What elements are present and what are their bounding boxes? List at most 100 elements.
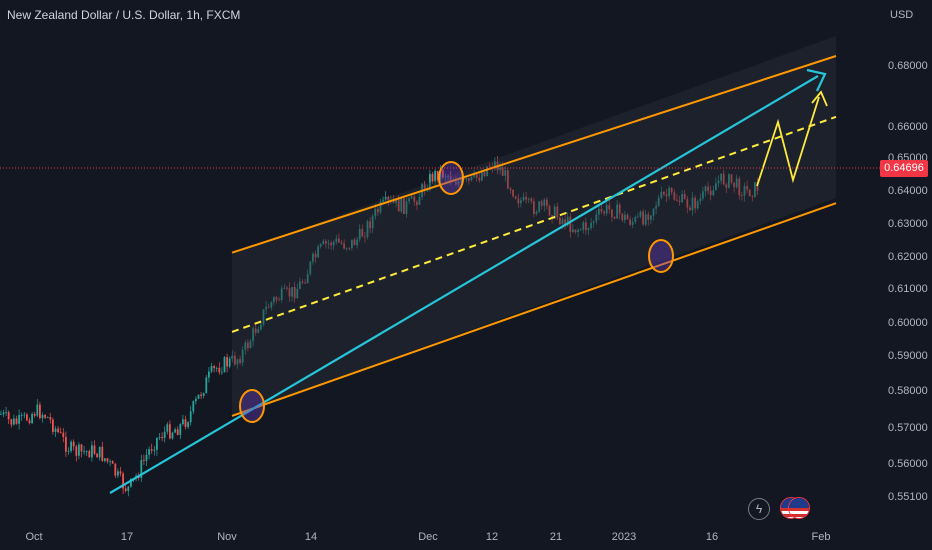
candle-body <box>54 428 57 432</box>
candle-body <box>501 167 504 176</box>
candle-body <box>395 199 397 203</box>
candle-body <box>569 216 572 232</box>
candle-body <box>507 170 509 189</box>
pivot-highlight-circle <box>239 389 265 423</box>
candle-body <box>291 287 293 297</box>
candle-body <box>358 229 361 240</box>
channel-midline <box>231 115 837 333</box>
candle-body <box>673 192 676 200</box>
candle-body <box>278 299 280 301</box>
candle-body <box>171 432 174 439</box>
candle-body <box>735 178 738 188</box>
candle-body <box>681 193 683 203</box>
chart-title: New Zealand Dollar / U.S. Dollar, 1h, FX… <box>7 8 241 22</box>
candle-body <box>176 429 179 435</box>
candle-body <box>439 170 442 181</box>
candle-body <box>621 213 624 221</box>
candle-body <box>374 208 377 217</box>
candle-body <box>166 424 169 432</box>
candle-body <box>486 166 488 176</box>
candle-body <box>605 205 608 214</box>
candle-body <box>239 359 241 363</box>
candle-body <box>49 417 52 420</box>
candle-body <box>59 432 62 433</box>
candle-body <box>470 176 473 181</box>
candle-body <box>364 236 366 238</box>
candle-body <box>67 451 70 452</box>
candle-body <box>733 182 735 188</box>
candle-body <box>327 242 330 244</box>
price-axis-tick: 0.61000 <box>888 283 928 295</box>
candle-body <box>465 178 468 180</box>
candle-body <box>709 190 712 196</box>
price-axis-tick: 0.68000 <box>888 60 928 72</box>
candle-body <box>13 418 15 425</box>
projection-arrowhead <box>811 90 828 107</box>
candle-body <box>101 446 104 461</box>
candle-body <box>88 450 91 458</box>
candle-body <box>296 288 299 299</box>
candle-body <box>312 253 314 262</box>
candle-body <box>187 422 189 428</box>
candle-body <box>158 436 161 438</box>
candle-body <box>270 302 273 308</box>
candle-body <box>119 471 122 474</box>
candle-body <box>634 216 637 222</box>
candle-body <box>405 201 408 214</box>
candle-body <box>647 214 650 220</box>
candle-body <box>592 221 595 223</box>
candle-body <box>631 221 634 225</box>
price-axis[interactable]: 0.680000.660000.650000.640000.630000.620… <box>888 60 928 503</box>
candle-body <box>148 449 150 455</box>
candle-body <box>122 473 124 489</box>
candle-body <box>283 287 286 289</box>
candle-body <box>613 217 616 219</box>
candle-body <box>78 444 80 456</box>
candle-body <box>637 216 639 218</box>
candle-body <box>535 211 538 215</box>
candle-body <box>106 458 109 462</box>
candle-body <box>400 198 403 212</box>
candle-body <box>699 198 702 202</box>
candle-body <box>410 196 413 199</box>
lightning-icon[interactable]: ϟ <box>748 498 770 520</box>
candle-body <box>234 355 236 365</box>
candle-body <box>418 197 421 205</box>
candle-body <box>70 441 72 452</box>
candle-body <box>397 199 400 212</box>
price-axis-tick: 0.66000 <box>888 121 928 133</box>
candle-body <box>746 186 748 190</box>
time-axis-tick: 17 <box>121 531 133 543</box>
candle-body <box>322 240 325 245</box>
candle-body <box>369 221 371 229</box>
candle-body <box>748 189 751 197</box>
economic-events-icon[interactable] <box>780 497 810 519</box>
candle-body <box>338 238 340 243</box>
candle-body <box>332 241 335 246</box>
candle-body <box>111 461 114 464</box>
candle-body <box>319 244 322 247</box>
candle-body <box>10 419 13 425</box>
candle-body <box>5 412 7 413</box>
candle-body <box>686 198 689 208</box>
candle-body <box>743 186 746 196</box>
candle-body <box>31 413 33 424</box>
candle-body <box>179 424 182 435</box>
candle-body <box>62 432 65 438</box>
candle-body <box>231 355 234 359</box>
drawing-overlays <box>109 55 837 494</box>
candle-body <box>345 247 348 249</box>
candle-body <box>751 196 754 198</box>
candle-body <box>572 229 574 232</box>
candle-body <box>741 195 743 197</box>
candle-body <box>262 309 265 325</box>
candle-body <box>98 446 101 458</box>
channel-upper-line <box>231 55 837 254</box>
time-axis[interactable]: Oct 17 Nov 14 Dec 12 21 2023 16 Feb <box>25 531 830 543</box>
candle-body <box>509 188 512 190</box>
candle-body <box>702 191 704 199</box>
channel-lower-line <box>231 202 837 417</box>
candle-body <box>26 414 28 421</box>
candle-body <box>387 197 390 201</box>
